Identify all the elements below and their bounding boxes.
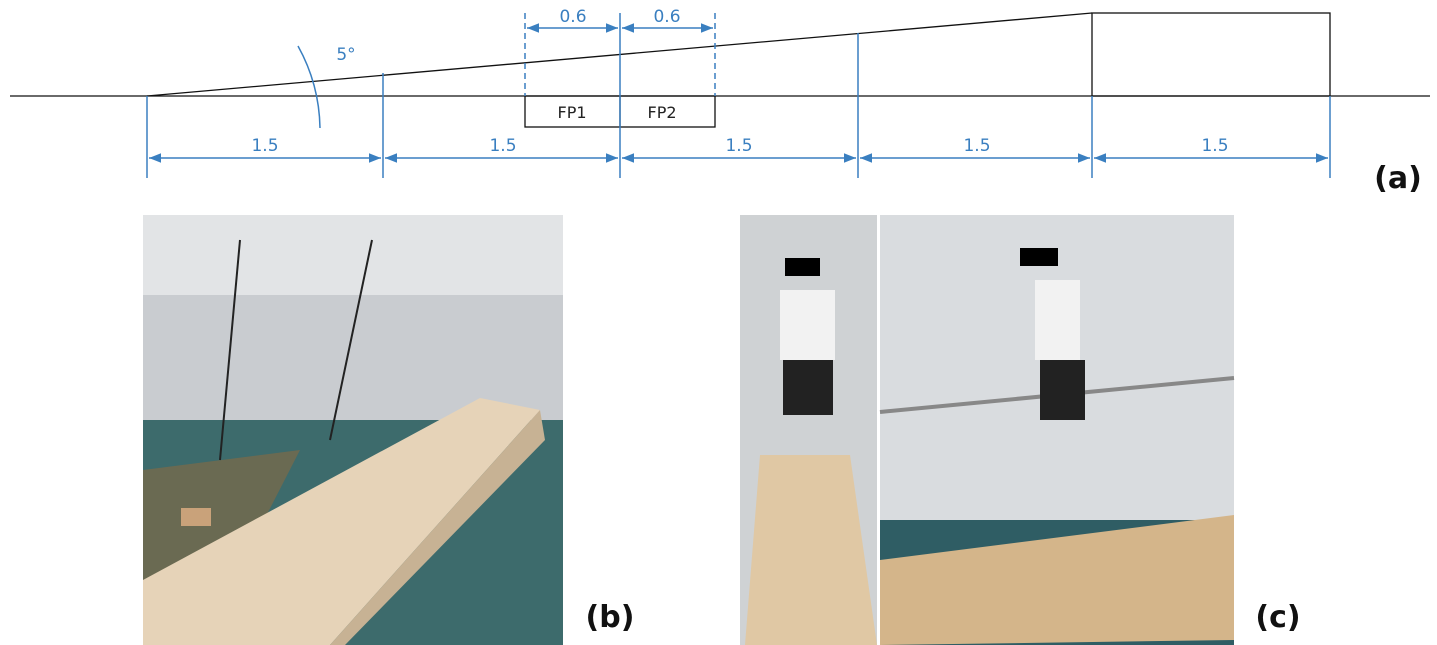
dimension-label: 1.5 — [963, 136, 990, 156]
panel-label: (c) — [1255, 600, 1300, 635]
dimension-label: 1.5 — [251, 136, 278, 156]
angle-label: 5° — [336, 45, 355, 65]
plate-label: FP2 — [647, 103, 676, 122]
photo-b — [143, 215, 563, 645]
dimension-label: 0.6 — [653, 7, 680, 27]
photo-c — [740, 215, 1235, 645]
panel-label: (b) — [586, 600, 635, 635]
dimension-label: 0.6 — [559, 7, 586, 27]
dimension-label: 1.5 — [725, 136, 752, 156]
dimension-label: 1.5 — [489, 136, 516, 156]
plate-label: FP1 — [557, 103, 586, 122]
dimension-label: 1.5 — [1201, 136, 1228, 156]
ramp-diagram: 5° 0.6 0.6 FP1 FP2 1.5 1.5 1.5 1.5 1.5 (… — [10, 7, 1430, 196]
panel-label: (a) — [1374, 161, 1422, 196]
